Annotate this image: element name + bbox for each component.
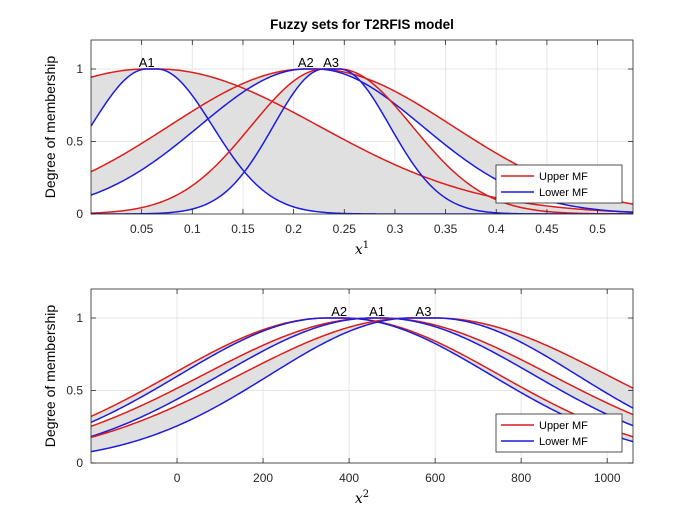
x-tick-label: 0.5 — [589, 222, 606, 236]
top-plot: A1 A2 A3 0.05 0.1 0.15 0.2 0.25 0.3 0.35 0.4 0.45 0.… — [42, 39, 634, 258]
lower-mf-line-a1 — [91, 317, 633, 438]
x-axis-label: x2 — [355, 489, 369, 507]
legend-label: Upper MF — [539, 171, 588, 183]
y-tick-label: 1 — [76, 311, 83, 325]
y-tick-label: 0 — [76, 456, 83, 470]
x-tick-label: 600 — [425, 471, 445, 485]
axes-box — [90, 288, 634, 464]
set-label-a1: A1 — [139, 55, 155, 70]
x-tick-label: 0.45 — [535, 222, 559, 236]
x-axis-label: x1 — [355, 240, 369, 258]
x-tick-label: 0.05 — [130, 222, 154, 236]
upper-mf-line-a1 — [91, 68, 633, 213]
x-tick-label: 800 — [511, 471, 531, 485]
bottom-plot: A2 A1 A3 0 200 400 600 800 1000 0 0.5 1 Degree of me… — [42, 288, 634, 507]
legend: Upper MF Lower MF — [495, 164, 623, 204]
y-tick-label: 0.5 — [66, 135, 83, 149]
plot-area — [91, 317, 633, 453]
y-axis-label: Degree of membership — [42, 305, 58, 448]
x-tick-label: 0 — [174, 471, 181, 485]
legend-box — [495, 413, 623, 453]
x-tick-label: 0.25 — [333, 222, 357, 236]
legend-box — [495, 164, 623, 204]
legend-label: Lower MF — [539, 187, 588, 199]
y-tick-label: 1 — [76, 62, 83, 76]
upper-mf-line-a3 — [91, 68, 633, 214]
fou-band-a1 — [91, 69, 633, 214]
x-tick-label: 1000 — [594, 471, 621, 485]
set-label-a3: A3 — [416, 304, 432, 319]
x-tick-label: 0.3 — [387, 222, 404, 236]
fou-band-a3 — [91, 69, 633, 214]
legend-label: Upper MF — [539, 420, 588, 432]
set-label-a2: A2 — [331, 304, 347, 319]
x-tick-label: 0.35 — [434, 222, 458, 236]
x-tick-label: 200 — [253, 471, 273, 485]
upper-mf-line-a3 — [91, 317, 633, 439]
lower-mf-line-a3 — [91, 317, 633, 453]
set-label-a3: A3 — [323, 55, 339, 70]
legend-label: Lower MF — [539, 436, 588, 448]
lower-mf-line-a2 — [91, 317, 633, 443]
axes-box — [90, 39, 634, 215]
x-tick-label: 400 — [339, 471, 359, 485]
x-tick-label: 0.1 — [184, 222, 201, 236]
set-label-a2: A2 — [298, 55, 314, 70]
y-axis-label: Degree of membership — [42, 56, 58, 199]
legend: Upper MF Lower MF — [495, 413, 623, 453]
set-label-a1: A1 — [369, 304, 385, 319]
chart-title: Fuzzy sets for T2RFIS model — [270, 17, 454, 32]
y-tick-label: 0 — [76, 207, 83, 221]
x-tick-label: 0.4 — [488, 222, 505, 236]
x-tick-label: 0.15 — [231, 222, 255, 236]
y-tick-label: 0.5 — [66, 384, 83, 398]
x-tick-label: 0.2 — [285, 222, 302, 236]
